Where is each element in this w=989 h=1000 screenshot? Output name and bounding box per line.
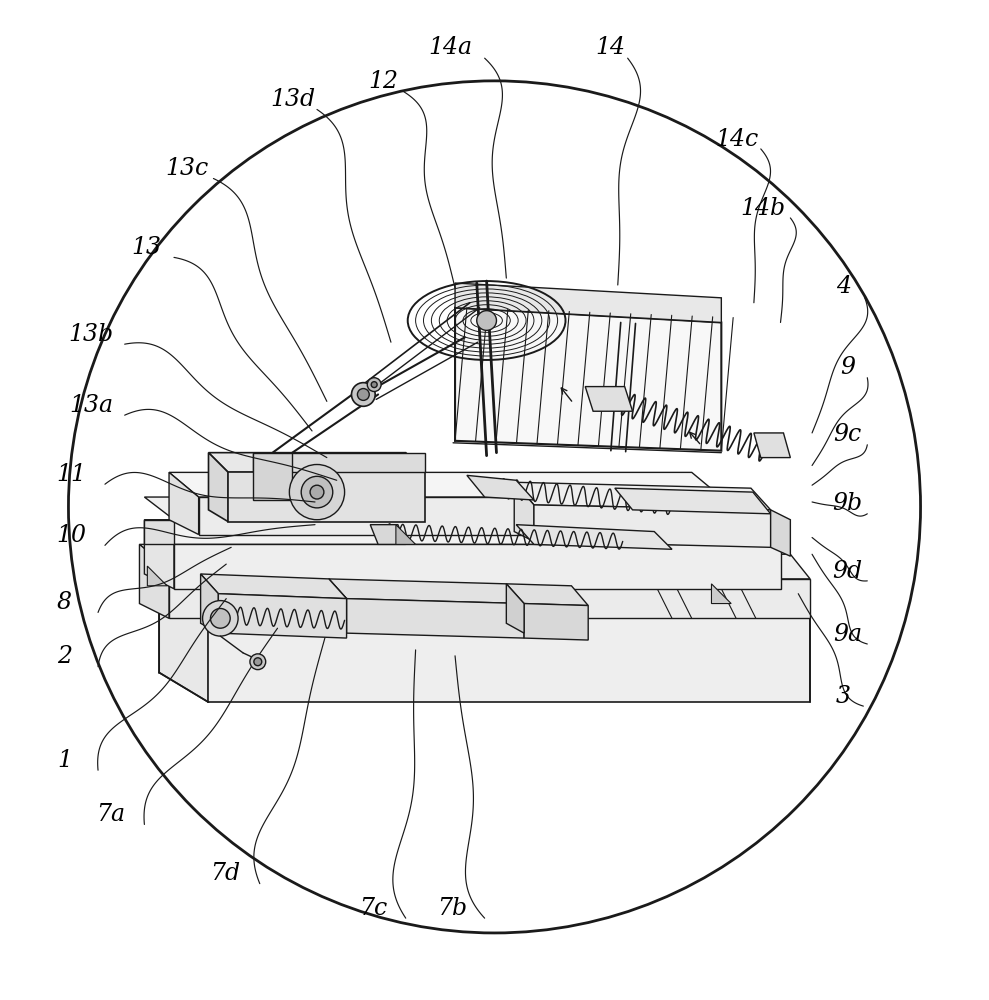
Polygon shape bbox=[455, 283, 721, 322]
Polygon shape bbox=[174, 544, 780, 589]
Text: 7a: 7a bbox=[96, 803, 126, 826]
Circle shape bbox=[290, 464, 344, 520]
Polygon shape bbox=[516, 525, 672, 549]
Circle shape bbox=[311, 485, 323, 499]
Text: 11: 11 bbox=[56, 463, 86, 486]
Circle shape bbox=[302, 476, 332, 508]
Circle shape bbox=[203, 601, 238, 636]
Polygon shape bbox=[585, 387, 633, 411]
Circle shape bbox=[250, 654, 266, 670]
Polygon shape bbox=[169, 472, 721, 497]
Text: 3: 3 bbox=[836, 685, 852, 708]
Text: 12: 12 bbox=[368, 70, 398, 93]
Polygon shape bbox=[370, 525, 405, 544]
Circle shape bbox=[371, 382, 377, 388]
Polygon shape bbox=[228, 472, 425, 522]
Polygon shape bbox=[169, 472, 199, 535]
Polygon shape bbox=[506, 584, 524, 633]
Polygon shape bbox=[396, 525, 415, 544]
Polygon shape bbox=[219, 594, 346, 638]
Polygon shape bbox=[139, 544, 169, 618]
Polygon shape bbox=[524, 604, 588, 640]
Polygon shape bbox=[615, 488, 770, 514]
Polygon shape bbox=[253, 453, 425, 472]
Text: 13c: 13c bbox=[165, 157, 209, 180]
Polygon shape bbox=[144, 520, 174, 544]
Circle shape bbox=[68, 81, 921, 933]
Polygon shape bbox=[514, 482, 534, 541]
Polygon shape bbox=[754, 433, 790, 458]
Polygon shape bbox=[199, 497, 721, 535]
Polygon shape bbox=[159, 574, 810, 604]
Polygon shape bbox=[159, 574, 209, 702]
Circle shape bbox=[351, 383, 375, 406]
Polygon shape bbox=[209, 453, 228, 522]
Polygon shape bbox=[711, 584, 731, 604]
Text: 9: 9 bbox=[840, 356, 855, 379]
Circle shape bbox=[477, 311, 496, 330]
Polygon shape bbox=[209, 453, 425, 472]
Text: 7d: 7d bbox=[211, 862, 240, 885]
Text: 10: 10 bbox=[56, 524, 86, 547]
Circle shape bbox=[357, 389, 369, 400]
Polygon shape bbox=[201, 574, 346, 599]
Polygon shape bbox=[147, 566, 167, 586]
Polygon shape bbox=[328, 579, 524, 604]
Circle shape bbox=[211, 608, 230, 628]
Text: 14: 14 bbox=[595, 36, 625, 59]
Text: 2: 2 bbox=[57, 645, 72, 668]
Text: 4: 4 bbox=[836, 275, 852, 298]
Text: 9d: 9d bbox=[833, 560, 862, 583]
Text: 13d: 13d bbox=[271, 88, 315, 111]
Text: 14c: 14c bbox=[715, 128, 759, 151]
Polygon shape bbox=[467, 475, 534, 500]
Circle shape bbox=[367, 378, 381, 392]
Text: 13a: 13a bbox=[69, 394, 113, 417]
Polygon shape bbox=[209, 604, 810, 702]
Text: 13b: 13b bbox=[68, 323, 114, 346]
Polygon shape bbox=[346, 599, 524, 638]
Polygon shape bbox=[465, 554, 810, 579]
Polygon shape bbox=[201, 574, 219, 633]
Text: 14a: 14a bbox=[428, 36, 472, 59]
Text: 9c: 9c bbox=[834, 423, 861, 446]
Text: 7c: 7c bbox=[359, 897, 388, 920]
Text: 7b: 7b bbox=[437, 897, 467, 920]
Polygon shape bbox=[139, 544, 386, 569]
Text: 13: 13 bbox=[132, 236, 161, 259]
Text: 1: 1 bbox=[57, 749, 72, 772]
Polygon shape bbox=[506, 584, 588, 606]
Polygon shape bbox=[253, 453, 293, 500]
Polygon shape bbox=[144, 497, 751, 520]
Polygon shape bbox=[328, 579, 346, 633]
Polygon shape bbox=[485, 579, 810, 618]
Polygon shape bbox=[514, 482, 770, 510]
Polygon shape bbox=[770, 510, 790, 556]
Text: 14b: 14b bbox=[740, 197, 785, 220]
Polygon shape bbox=[144, 520, 174, 589]
Text: 9b: 9b bbox=[833, 492, 862, 515]
Polygon shape bbox=[455, 308, 721, 451]
Polygon shape bbox=[534, 505, 770, 547]
Circle shape bbox=[254, 658, 262, 666]
Polygon shape bbox=[169, 569, 386, 618]
Polygon shape bbox=[465, 554, 485, 618]
Text: 9a: 9a bbox=[833, 623, 862, 646]
Text: 8: 8 bbox=[57, 591, 72, 614]
Polygon shape bbox=[144, 520, 780, 544]
